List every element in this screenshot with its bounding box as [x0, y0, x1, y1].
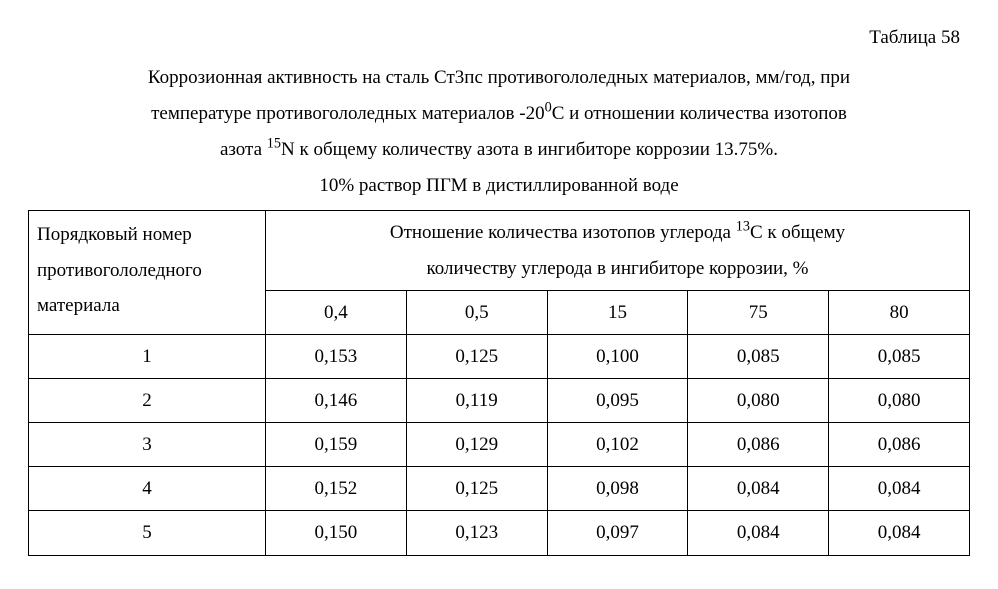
col-header: 0,4 [266, 290, 407, 334]
data-table: Порядковый номер противогололедного мате… [28, 210, 970, 555]
data-cell: 0,085 [829, 334, 970, 378]
caption-line-1: Коррозионная активность на сталь Ст3пс п… [28, 60, 970, 96]
data-cell: 0,080 [688, 379, 829, 423]
caption-line-3: азота 15N к общему количеству азота в ин… [28, 132, 970, 168]
data-cell: 0,086 [829, 423, 970, 467]
col-header: 75 [688, 290, 829, 334]
row-number: 3 [29, 423, 266, 467]
data-cell: 0,084 [829, 467, 970, 511]
table-number-label: Таблица 58 [28, 20, 970, 56]
data-cell: 0,080 [829, 379, 970, 423]
data-cell: 0,129 [406, 423, 547, 467]
span-header-l2: количеству углерода в ингибиторе коррози… [426, 258, 808, 279]
col-header: 80 [829, 290, 970, 334]
row-number: 5 [29, 511, 266, 555]
caption-line-4: 10% раствор ПГМ в дистиллированной воде [28, 168, 970, 204]
table-row: 4 0,152 0,125 0,098 0,084 0,084 [29, 467, 970, 511]
data-cell: 0,100 [547, 334, 688, 378]
data-cell: 0,085 [688, 334, 829, 378]
row-header-l1: Порядковый номер [37, 224, 192, 245]
table-row: 5 0,150 0,123 0,097 0,084 0,084 [29, 511, 970, 555]
span-header-pre: Отношение количества изотопов углерода [390, 222, 736, 243]
data-cell: 0,159 [266, 423, 407, 467]
caption-degree-sup: 0 [545, 100, 552, 116]
col-header: 15 [547, 290, 688, 334]
data-cell: 0,097 [547, 511, 688, 555]
row-number: 1 [29, 334, 266, 378]
caption-line-3-mid: N к общему количеству азота в ингибиторе… [281, 139, 778, 160]
row-number: 4 [29, 467, 266, 511]
row-header-cell: Порядковый номер противогололедного мате… [29, 211, 266, 334]
table-row: 2 0,146 0,119 0,095 0,080 0,080 [29, 379, 970, 423]
row-number: 2 [29, 379, 266, 423]
table-caption: Коррозионная активность на сталь Ст3пс п… [28, 60, 970, 204]
data-cell: 0,119 [406, 379, 547, 423]
col-header: 0,5 [406, 290, 547, 334]
span-header-cell: Отношение количества изотопов углерода 1… [266, 211, 970, 290]
caption-n15-sup: 15 [267, 136, 281, 152]
span-header-post: С к общему [750, 222, 845, 243]
data-cell: 0,153 [266, 334, 407, 378]
row-header-l2: противогололедного [37, 260, 202, 281]
table-row: 3 0,159 0,129 0,102 0,086 0,086 [29, 423, 970, 467]
data-cell: 0,123 [406, 511, 547, 555]
data-cell: 0,086 [688, 423, 829, 467]
span-header-sup: 13 [736, 219, 750, 235]
caption-line-3-pre: азота [220, 139, 267, 160]
data-cell: 0,102 [547, 423, 688, 467]
data-cell: 0,152 [266, 467, 407, 511]
data-cell: 0,125 [406, 467, 547, 511]
data-cell: 0,150 [266, 511, 407, 555]
header-row-1: Порядковый номер противогололедного мате… [29, 211, 970, 290]
data-cell: 0,125 [406, 334, 547, 378]
table-row: 1 0,153 0,125 0,100 0,085 0,085 [29, 334, 970, 378]
data-cell: 0,084 [829, 511, 970, 555]
data-cell: 0,146 [266, 379, 407, 423]
data-cell: 0,084 [688, 511, 829, 555]
caption-line-2-pre: температуре противогололедных материалов… [151, 103, 544, 124]
caption-line-2: температуре противогололедных материалов… [28, 96, 970, 132]
data-cell: 0,098 [547, 467, 688, 511]
data-cell: 0,095 [547, 379, 688, 423]
row-header-l3: материала [37, 295, 120, 316]
caption-line-2-post: С и отношении количества изотопов [552, 103, 847, 124]
data-cell: 0,084 [688, 467, 829, 511]
